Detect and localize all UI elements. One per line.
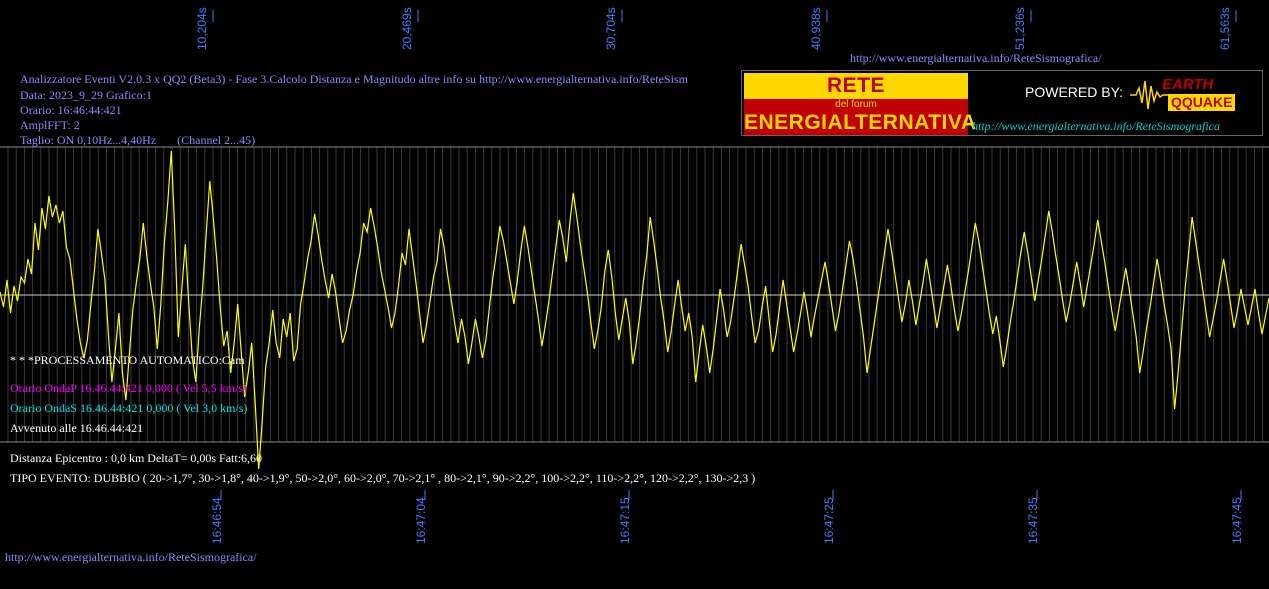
top-tick-label: 20,469s (400, 7, 414, 50)
powered-by-label: POWERED BY: (1025, 84, 1124, 100)
brand-bottom-text: QQUAKE (1168, 94, 1236, 111)
top-tick-label: 51,236s (1013, 7, 1027, 50)
earthquake-brand: EARTH QQUAKE (1130, 74, 1260, 114)
distanza-epicentro: Distanza Epicentro : 0,0 km DeltaT= 0,00… (10, 451, 263, 465)
series-trace (0, 150, 1269, 470)
top-tick-label: 61,563s (1218, 7, 1232, 50)
header-line-3: Orario: 16:46:44:421 (20, 103, 122, 117)
header-line-4: AmplFFT: 2 (20, 118, 80, 132)
header-line-1: Analizzatore Eventi V2.0.3 x QQ2 (Beta3)… (20, 72, 688, 86)
footer-url[interactable]: http://www.energialternativa.info/ReteSi… (5, 550, 257, 564)
logo-title-bottom: ENERGIALTERNATIVA (744, 111, 977, 135)
bottom-axis-ticks (220, 490, 1242, 500)
top-url[interactable]: http://www.energialternativa.info/ReteSi… (850, 51, 1102, 65)
bottom-tick-label: 16:47:15 (618, 497, 632, 544)
header-line-2: Data: 2023_9_29 Grafico:1 (20, 88, 152, 102)
bottom-tick-label: 16:46:54 (210, 497, 224, 544)
bottom-tick-label: 16:47:35 (1026, 497, 1040, 544)
header-line-5: Taglio: ON 0,10Hz...4,40Hz (Channel 2...… (20, 133, 256, 147)
bottom-tick-label: 16:47:25 (822, 497, 836, 544)
logo-url[interactable]: http://www.energialternativa.info/ReteSi… (972, 119, 1220, 133)
seismic-wave-icon (1130, 80, 1170, 110)
processing-status: * * *PROCESSAMENTO AUTOMATICO:Cam (10, 353, 245, 367)
bottom-tick-label: 16:47:45 (1230, 497, 1244, 544)
logo-subtitle: del forum (744, 99, 968, 111)
avvenuto-time: Avvenuto alle 16.46.44:421 (10, 421, 144, 435)
onda-p-time: Orario OndaP 16.46.44:421 0,000 ( Vel 5,… (10, 381, 247, 395)
top-tick-label: 10,204s (195, 7, 209, 50)
top-tick-label: 30,704s (604, 7, 618, 50)
bottom-tick-label: 16:47:04 (414, 497, 428, 544)
tipo-evento: TIPO EVENTO: DUBBIO ( 20->1,7°, 30->1,8°… (10, 471, 756, 485)
brand-top-text: EARTH (1162, 76, 1214, 93)
rete-sismografica-logo: RETE SISMOGRAFICA del forum ENERGIALTERN… (741, 70, 1263, 136)
top-axis-ticks (212, 10, 1237, 22)
logo-title-top: RETE SISMOGRAFICA (744, 73, 968, 123)
onda-s-time: Orario OndaS 16.46.44:421 0,000 ( Vel 3,… (10, 401, 248, 415)
top-tick-label: 40,938s (809, 7, 823, 50)
